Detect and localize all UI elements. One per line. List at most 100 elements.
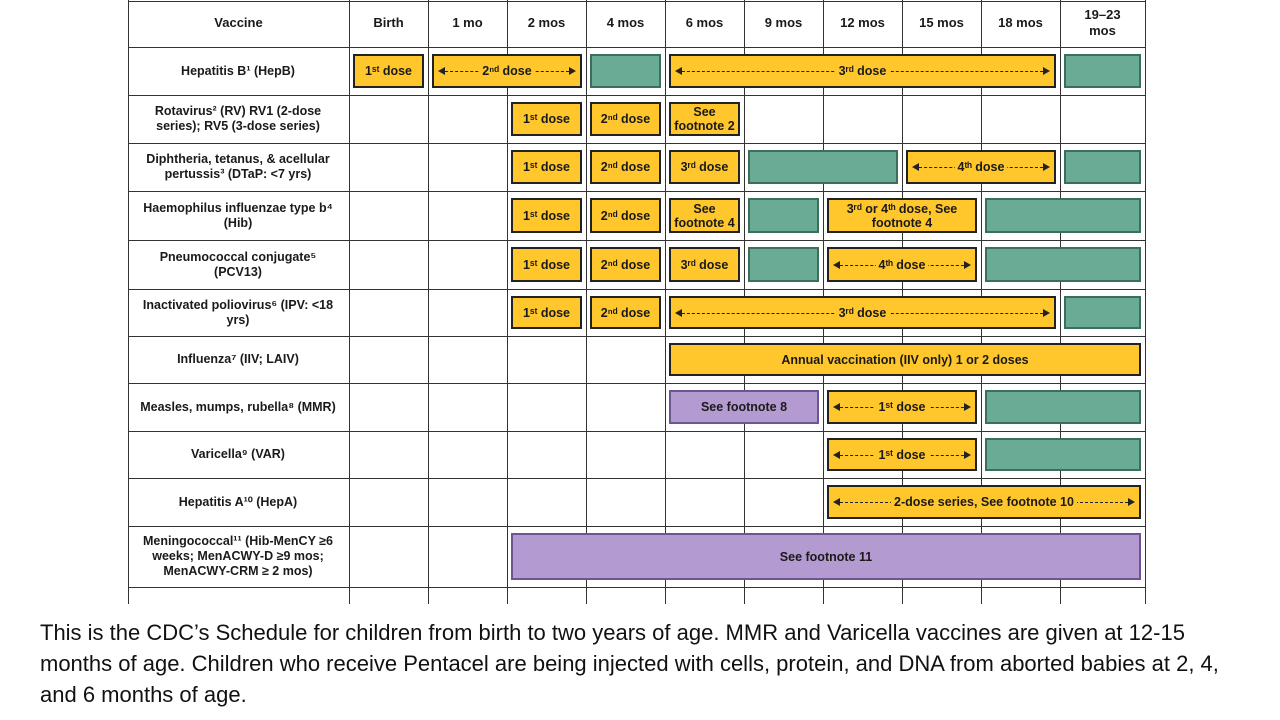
dose-label: 2ⁿᵈ dose [600,305,651,320]
dose-box: 1ˢᵗ dose [511,198,582,233]
dose-range-bar: 4ᵗʰ dose [827,247,977,282]
dose-range-bar: 4ᵗʰ dose [906,150,1056,184]
grid-line-vertical [1145,0,1146,604]
catch-up-bar [985,438,1141,471]
dose-range-bar: 2-dose series, See footnote 10 [827,485,1141,519]
dose-label: 2ⁿᵈ dose [479,64,535,78]
dose-label: 1ˢᵗ dose [522,160,570,174]
dose-box: 2ⁿᵈ dose [590,296,661,329]
dose-range-bar: 1ˢᵗ dose [827,438,977,471]
special-indication-bar: See footnote 11 [511,533,1141,580]
dose-box: 1ˢᵗ dose [353,54,424,88]
dose-range-bar: 3ʳᵈ dose [669,296,1056,329]
dose-box: 2ⁿᵈ dose [590,198,661,233]
vaccine-name: Meningococcal¹¹ (Hib-MenCY ≥6 weeks; Men… [143,534,333,578]
dose-range-bar: 1ˢᵗ dose [827,390,977,424]
dose-box: See footnote 2 [669,102,740,136]
dose-box: 1ˢᵗ dose [511,102,582,136]
grid-line-vertical [586,0,587,604]
dose-box: 3ʳᵈ dose [669,150,740,184]
dose-label: 1ˢᵗ dose [875,400,929,414]
grid-line-horizontal [128,478,1145,479]
age-column-header: 19–23 mos [1084,7,1121,38]
grid-line-horizontal [128,47,1145,48]
catch-up-bar [985,247,1141,282]
grid-line-vertical [507,0,508,604]
dose-label: See footnote 2 [674,105,735,133]
vaccine-name: Diphtheria, tetanus, & acellular pertuss… [146,152,330,181]
dose-label: See footnote 8 [700,400,788,414]
grid-line-vertical [1060,0,1061,604]
dose-label: 1ˢᵗ dose [364,64,412,78]
dose-range-bar: 2ⁿᵈ dose [432,54,582,88]
dose-box: 2ⁿᵈ dose [590,150,661,184]
catch-up-bar [1064,296,1141,329]
vaccine-name: Tetanus, diphtheria, & acellular [128,587,348,604]
vaccine-name: Hepatitis B¹ (HepB) [181,63,295,78]
grid-line-horizontal [128,431,1145,432]
vaccine-name: Measles, mumps, rubella⁸ (MMR) [140,399,336,414]
grid-line-vertical [349,0,350,604]
header-vaccine: Vaccine [214,15,263,30]
grid-line-horizontal [128,289,1145,290]
dose-label: 2-dose series, See footnote 10 [891,495,1077,509]
dose-label: See footnote 11 [779,549,873,564]
dose-label: 2ⁿᵈ dose [600,208,651,223]
catch-up-bar [985,390,1141,424]
immunization-schedule-table: Vaccine Birth 1 mo 2 mos 4 mos 6 mos 9 mos 12 m… [128,0,1146,604]
catch-up-bar [748,150,898,184]
vaccine-name: Haemophilus influenzae type b⁴ (Hib) [143,200,333,230]
catch-up-bar [985,198,1141,233]
dose-label: 2ⁿᵈ dose [600,257,651,272]
catch-up-bar [590,54,661,88]
vaccine-name: Rotavirus² (RV) RV1 (2-dose series); RV5… [154,104,322,133]
dose-box: 1ˢᵗ dose [511,296,582,329]
grid-line-vertical [128,0,129,604]
age-column-header: 15 mos [919,15,964,30]
vaccine-name: Pneumococcal conjugate⁵ (PCV13) [159,249,317,279]
dose-label: 4ᵗʰ dose [954,160,1008,174]
dose-label: 2ⁿᵈ dose [600,160,651,174]
vaccine-name: Influenza⁷ (IIV; LAIV) [177,352,299,366]
dose-label: 3ʳᵈ dose [835,64,890,78]
dose-label: 1ˢᵗ dose [522,208,570,223]
dose-box: 1ˢᵗ dose [511,247,582,282]
dose-box: 1ˢᵗ dose [511,150,582,184]
dose-label: 1ˢᵗ dose [522,257,570,272]
catch-up-bar [748,247,819,282]
dose-box: 3ʳᵈ dose [669,247,740,282]
vaccine-name: Hepatitis A¹⁰ (HepA) [178,494,298,509]
catch-up-bar [748,198,819,233]
vaccine-name: Varicella⁹ (VAR) [191,447,285,461]
dose-label: 2ⁿᵈ dose [600,112,651,126]
grid-line-horizontal [128,383,1145,384]
dose-box: Annual vaccination (IIV only) 1 or 2 dos… [669,343,1141,376]
dose-label: 3ʳᵈ dose [680,257,729,272]
grid-line-horizontal [128,336,1145,337]
dose-label: Annual vaccination (IIV only) 1 or 2 dos… [781,352,1029,367]
dose-label: 1ˢᵗ dose [875,447,929,462]
dose-label: 4ᵗʰ dose [875,257,929,272]
grid-line-vertical [428,0,429,604]
grid-line-horizontal [128,526,1145,527]
vaccine-name: Inactivated poliovirus⁶ (IPV: <18 yrs) [142,297,334,327]
dose-label: 3ʳᵈ dose [680,160,729,174]
dose-label: 1ˢᵗ dose [522,305,570,320]
grid-line-vertical [665,0,666,604]
special-indication-bar: See footnote 8 [669,390,819,424]
dose-range-bar: 3ʳᵈ dose [669,54,1056,88]
age-column-header: 12 mos [840,15,885,30]
age-column-header: 18 mos [998,15,1043,30]
grid-line-horizontal [128,143,1145,144]
dose-range-bar: 3ʳᵈ or 4ᵗʰ dose, See footnote 4 [827,198,977,233]
grid-line-horizontal [128,191,1145,192]
dose-box: 2ⁿᵈ dose [590,102,661,136]
age-column-header: 1 mo [452,15,483,30]
age-column-header: 4 mos [606,15,645,30]
slide-caption: This is the CDC’s Schedule for children … [40,620,1219,707]
dose-box: 2ⁿᵈ dose [590,247,661,282]
grid-line-horizontal [128,95,1145,96]
dose-label: See footnote 4 [674,201,735,230]
age-column-header: 6 mos [685,15,724,30]
catch-up-bar [1064,150,1141,184]
